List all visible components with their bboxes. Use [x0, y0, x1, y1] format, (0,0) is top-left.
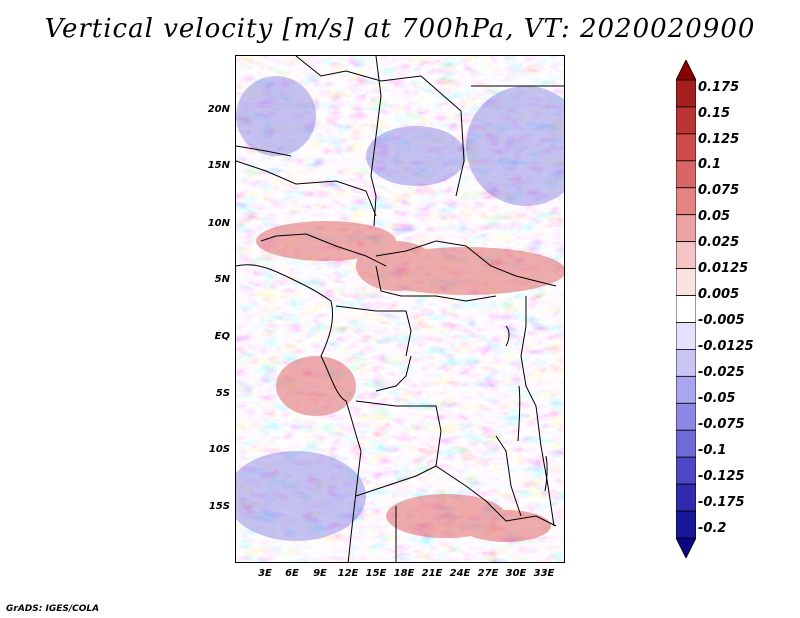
colorbar-label-11: -0.0125 — [698, 339, 754, 354]
colorbar-swatch-11 — [676, 349, 696, 377]
lon-label-18e: 18E — [393, 568, 415, 579]
lat-label-15n: 15N — [207, 160, 230, 171]
colorbar-label-9: 0.005 — [698, 287, 740, 302]
blue-subsidence-areas — [236, 76, 564, 541]
colorbar-swatch-7 — [676, 241, 696, 269]
colorbar-label-10: -0.005 — [698, 313, 745, 328]
lon-label-27e: 27E — [477, 568, 499, 579]
lon-label-33e: 33E — [533, 568, 555, 579]
colorbar-label-17: -0.175 — [698, 495, 745, 510]
colorbar-label-6: 0.05 — [698, 209, 731, 224]
lon-label-3e: 3E — [258, 568, 272, 579]
colorbar-swatch-16 — [676, 483, 696, 512]
lon-label-12e: 12E — [337, 568, 359, 579]
colorbar-label-13: -0.05 — [698, 391, 736, 406]
colorbar-swatch-10 — [676, 322, 696, 350]
colorbar-swatch-12 — [676, 375, 696, 404]
colorbar-label-5: 0.075 — [698, 183, 740, 198]
colorbar-swatch-5 — [676, 187, 696, 216]
lon-label-24e: 24E — [449, 568, 471, 579]
colorbar-label-3: 0.125 — [698, 132, 740, 147]
colorbar-swatch-8 — [676, 268, 696, 296]
colorbar-top-arrow — [676, 60, 696, 81]
lat-label-eq: EQ — [214, 331, 230, 342]
lat-label-5s: 5S — [215, 388, 230, 399]
colorbar-label-2: 0.15 — [698, 106, 731, 121]
colorbar-label-12: -0.025 — [698, 365, 745, 380]
lat-label-5n: 5N — [214, 274, 230, 285]
colorbar-label-15: -0.1 — [698, 443, 727, 458]
colorbar-swatch-13 — [676, 402, 696, 431]
colorbar-swatch-14 — [676, 429, 696, 458]
colorbar — [676, 60, 696, 558]
colorbar-swatch-2 — [676, 106, 696, 135]
lon-label-30e: 30E — [505, 568, 527, 579]
colorbar-label-4: 0.1 — [698, 157, 722, 172]
red-uplift-bands — [256, 221, 564, 542]
lon-label-21e: 21E — [421, 568, 443, 579]
colorbar-swatch-3 — [676, 133, 696, 162]
lat-label-15s: 15S — [208, 501, 230, 512]
colorbar-label-16: -0.125 — [698, 469, 745, 484]
lat-label-20n: 20N — [207, 104, 230, 115]
colorbar-swatch-9 — [676, 295, 696, 323]
colorbar-label-7: 0.025 — [698, 235, 740, 250]
lon-label-15e: 15E — [365, 568, 387, 579]
colorbar-bottom-arrow — [676, 537, 696, 558]
vertical-velocity-field — [236, 56, 564, 562]
colorbar-label-1: 0.175 — [698, 80, 740, 95]
plot-title: Vertical velocity [m/s] at 700hPa, VT: 2… — [44, 14, 756, 44]
footer-credit: GrADS: IGES/COLA — [6, 604, 100, 614]
colorbar-swatch-15 — [676, 456, 696, 485]
lon-label-6e: 6E — [285, 568, 299, 579]
colorbar-label-8: 0.0125 — [698, 261, 749, 276]
lon-label-9e: 9E — [313, 568, 327, 579]
colorbar-swatch-4 — [676, 160, 696, 189]
lakes — [505, 325, 548, 492]
colorbar-swatch-6 — [676, 214, 696, 243]
colorbar-swatch-1 — [676, 79, 696, 108]
map-panel — [235, 55, 565, 563]
colorbar-swatch-17 — [676, 510, 696, 539]
lat-label-10s: 10S — [208, 444, 230, 455]
colorbar-label-18: -0.2 — [698, 521, 727, 536]
country-borders — [236, 56, 564, 562]
colorbar-label-14: -0.075 — [698, 417, 745, 432]
lat-label-10n: 10N — [207, 218, 230, 229]
